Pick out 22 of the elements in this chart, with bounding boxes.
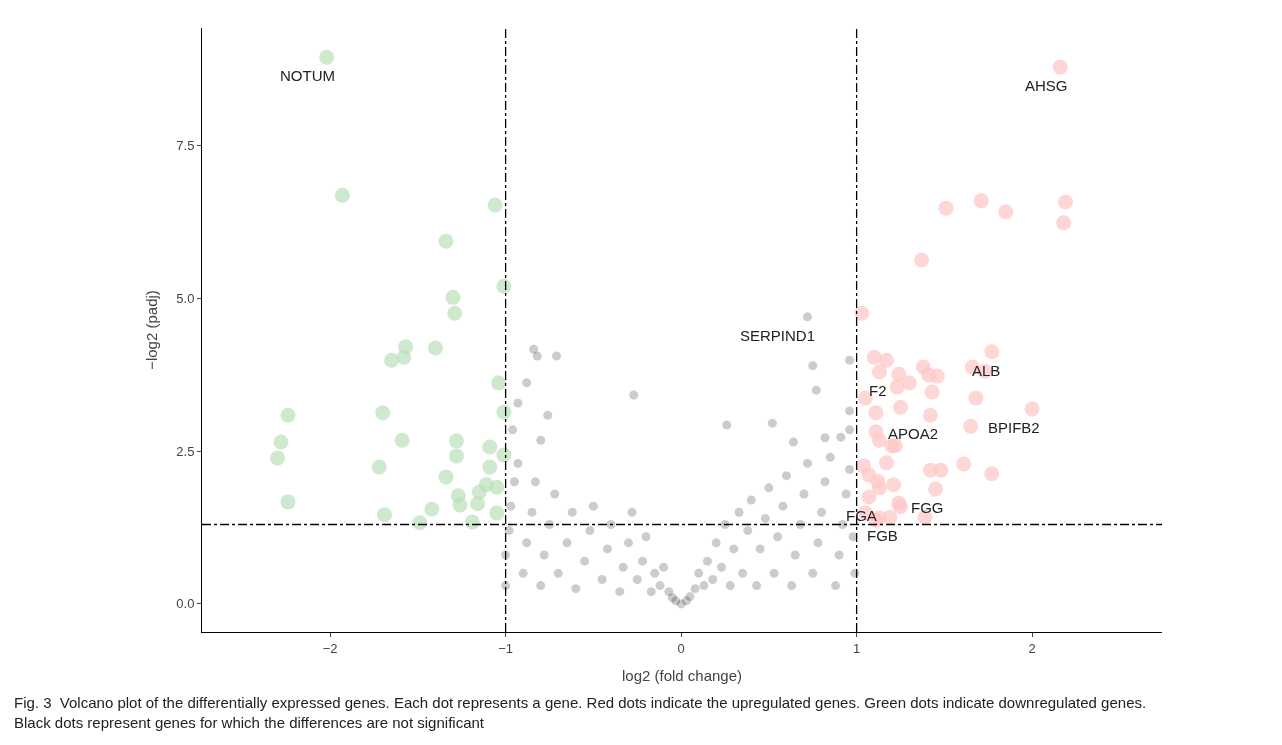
x-tick-label: −2 (322, 640, 338, 656)
annotation: F2 (869, 382, 887, 399)
y-tick-label: 2.5 (176, 443, 195, 459)
y-axis-title: −log2 (padj) (142, 290, 160, 370)
x-tick-label: 1 (853, 640, 861, 656)
annotation: SERPIND1 (740, 327, 816, 344)
y-tick-label: 7.5 (176, 138, 195, 154)
x-tick-label: 2 (1028, 640, 1036, 656)
annotation: FGA (846, 507, 877, 524)
annotation: AHSG (1025, 77, 1068, 94)
y-tick-label: 5.0 (176, 291, 195, 307)
annotation: APOA2 (888, 425, 939, 442)
x-tick-label: −1 (498, 640, 514, 656)
annotation: FGB (867, 527, 898, 544)
x-tick-label: 0 (677, 640, 685, 656)
annotation: NOTUM (280, 67, 335, 84)
caption: Fig. 3 Volcano plot of the differentially expressed genes. Each dot represents a gene. Red dots indicate the upregulated genes. Green dots indicate downregulated genes. Black dots represent genes for which the differences are not significant (14, 694, 1147, 731)
y-tick-label: 0.0 (176, 596, 195, 612)
x-axis-title: log2 (fold change) (621, 666, 743, 684)
annotation: BPIFB2 (988, 419, 1040, 436)
annotation: ALB (972, 362, 1001, 379)
annotation: FGG (911, 499, 944, 516)
